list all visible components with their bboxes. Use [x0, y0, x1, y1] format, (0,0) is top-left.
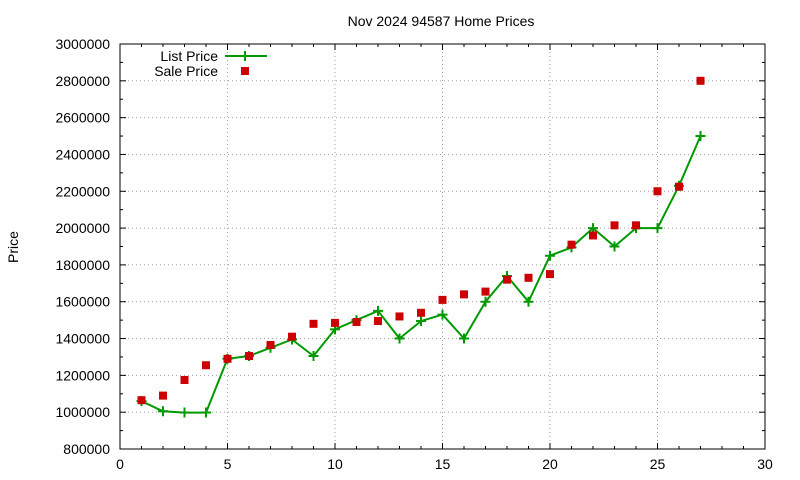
axes: 800000 1000000 1200000 1400000 1600000 180000… — [55, 36, 773, 472]
sale-price-point — [503, 275, 511, 284]
sale-price-point — [288, 332, 296, 341]
y-tick-label: 1400000 — [55, 331, 110, 347]
sale-price-point — [374, 317, 382, 326]
sale-price-point — [524, 273, 533, 282]
list-price-point — [416, 316, 426, 327]
list-price-point — [459, 333, 469, 344]
y-tick-label: 1000000 — [55, 404, 110, 420]
sale-price-point — [223, 354, 232, 363]
list-price-point — [523, 296, 534, 307]
sale-price-point — [589, 231, 597, 240]
y-axis-label: Price — [5, 231, 21, 263]
list-price-point — [588, 223, 598, 234]
y-tick-label: 1800000 — [55, 257, 110, 273]
y-tick-label: 2800000 — [55, 73, 110, 89]
sale-price-point — [137, 396, 146, 405]
legend: List Price Sale Price — [154, 48, 267, 79]
list-price-point — [158, 406, 168, 417]
chart-title: Nov 2024 94587 Home Prices — [348, 13, 535, 29]
sale-price-point — [245, 352, 253, 361]
y-tick-label: 800000 — [63, 441, 110, 457]
x-tick-label: 0 — [116, 456, 124, 472]
list-price-point — [201, 407, 211, 418]
sale-price-point — [632, 221, 640, 230]
y-tick-label: 1600000 — [55, 294, 110, 310]
sale-price-point — [352, 317, 361, 326]
x-tick-label: 30 — [757, 456, 773, 472]
list-price-point — [480, 296, 491, 307]
list-price-point — [652, 223, 663, 234]
x-tick-label: 20 — [542, 456, 558, 472]
sale-price-point — [546, 270, 554, 279]
sale-price-point — [438, 295, 447, 304]
list-price-point — [394, 333, 405, 344]
sale-price-point — [481, 287, 490, 296]
y-tick-label: 2000000 — [55, 220, 110, 236]
sale-price-point — [696, 76, 705, 85]
x-tick-label: 15 — [435, 456, 451, 472]
x-tick-label: 25 — [650, 456, 666, 472]
list-price-point — [695, 131, 706, 142]
sale-price-point — [567, 240, 576, 249]
sale-price-point — [159, 391, 167, 400]
legend-marker-sale-price — [241, 67, 249, 75]
list-price-point — [308, 351, 319, 362]
legend-label-sale-price: Sale Price — [154, 63, 218, 79]
y-tick-label: 3000000 — [55, 36, 110, 52]
list-price-point — [179, 407, 190, 418]
sale-price-point — [460, 290, 468, 299]
y-tick-label: 2600000 — [55, 110, 110, 126]
legend-label-list-price: List Price — [160, 48, 218, 64]
y-tick-label: 1200000 — [55, 367, 110, 383]
list-price-point — [545, 250, 555, 261]
list-price-point — [373, 305, 383, 316]
y-tick-label: 2200000 — [55, 183, 110, 199]
sale-price-point — [610, 221, 619, 230]
sale-price-point — [675, 182, 683, 191]
y-tick-label: 2400000 — [55, 146, 110, 162]
x-tick-label: 10 — [327, 456, 343, 472]
sale-price-point — [653, 187, 662, 196]
sale-price-point — [309, 319, 318, 328]
sale-price-point — [180, 375, 189, 384]
sale-price-point — [395, 312, 404, 321]
x-tick-label: 5 — [224, 456, 232, 472]
sale-price-point — [331, 318, 339, 327]
legend-marker-list-price — [240, 51, 250, 61]
list-price-point — [437, 309, 448, 320]
sale-price-point — [202, 361, 210, 370]
series-layer — [136, 76, 706, 418]
sale-price-point — [417, 308, 425, 317]
list-price-point — [609, 241, 620, 252]
sale-price-point — [266, 340, 275, 349]
